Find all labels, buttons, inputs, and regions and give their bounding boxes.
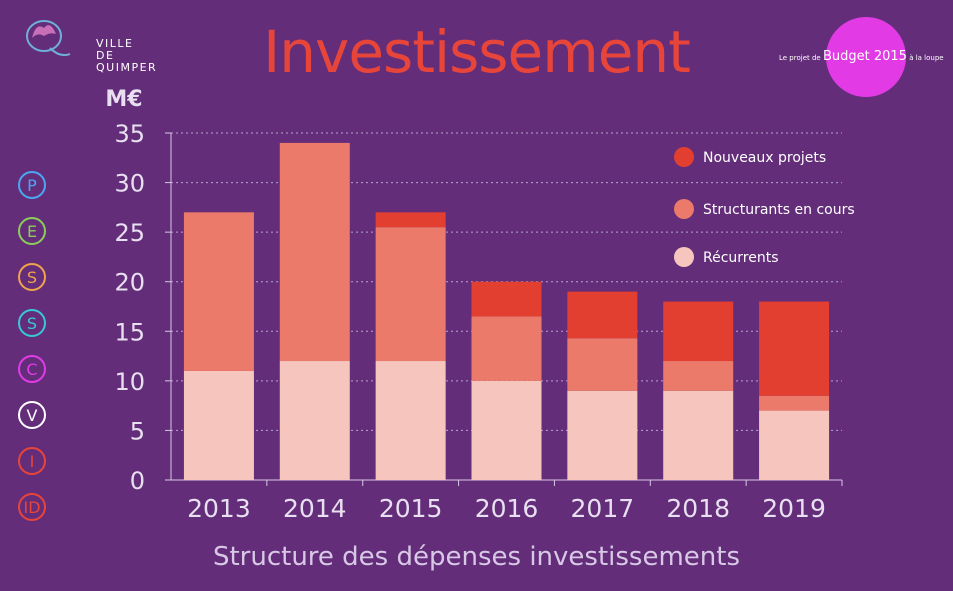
bar-2018-structurants-en-cours [663,361,734,391]
y-tick-label-30: 30 [114,170,145,198]
x-tick-label-2016: 2016 [475,494,539,523]
side-letter-s-3[interactable]: S [18,309,46,337]
legend-swatch-0 [674,147,694,167]
side-letter-i-6[interactable]: I [18,447,46,475]
y-axis-label: M€ [105,87,142,112]
bar-2018-nouveaux-projets [663,301,734,362]
legend-swatch-1 [674,199,694,219]
quimper-emblem-icon [26,20,71,57]
logo-text: VILLE DE QUIMPER [96,38,180,74]
bar-2017-nouveaux-projets [567,291,638,339]
badge-main: Budget 2015 [822,49,907,64]
bar-2015-structurants-en-cours [375,227,446,362]
y-tick-label-35: 35 [114,120,145,148]
x-tick-label-2017: 2017 [571,494,635,523]
bar-2015-nouveaux-projets [375,212,446,228]
legend-swatch-2 [674,247,694,267]
bar-2013-r-currents [183,370,254,480]
x-tick-label-2015: 2015 [379,494,443,523]
page-title: Investissement [263,18,691,86]
x-tick-label-2019: 2019 [762,494,826,523]
side-letter-s-2[interactable]: S [18,263,46,291]
y-tick-label-10: 10 [114,368,145,396]
side-letter-id-7[interactable]: ID [18,493,46,521]
legend-label-1: Structurants en cours [703,202,855,218]
badge-circle [826,17,906,97]
bar-2016-structurants-en-cours [471,316,542,381]
x-tick-label-2013: 2013 [187,494,251,523]
side-letter-v-5[interactable]: V [18,401,46,429]
logo-line2: DE QUIMPER [96,49,158,74]
legend-label-0: Nouveaux projets [703,150,826,166]
bar-2014-r-currents [279,361,350,480]
bar-2016-nouveaux-projets [471,281,542,317]
y-tick-label-20: 20 [114,269,145,297]
y-tick-label-5: 5 [130,417,145,445]
bar-2017-r-currents [567,390,638,480]
bar-2015-r-currents [375,361,446,480]
x-tick-label-2014: 2014 [283,494,347,523]
bar-2014-structurants-en-cours [279,142,350,362]
chart-subtitle: Structure des dépenses investissements [212,542,741,572]
y-tick-label-0: 0 [130,467,145,495]
side-letter-e-1[interactable]: E [18,217,46,245]
logo-line1: VILLE [96,37,134,50]
bar-2018-r-currents [663,390,734,480]
bar-2017-structurants-en-cours [567,338,638,391]
bar-2019-nouveaux-projets [759,301,830,396]
x-tick-label-2018: 2018 [666,494,730,523]
bar-2016-r-currents [471,380,542,480]
legend-label-2: Récurrents [703,250,779,266]
y-tick-label-25: 25 [114,219,145,247]
side-letter-c-4[interactable]: C [18,355,46,383]
bar-2019-r-currents [759,410,830,480]
budget-badge: Le projet de Budget 2015 à la loupe [779,17,944,97]
side-letter-p-0[interactable]: P [18,171,46,199]
side-letter-menu: P E S S C V I ID [18,171,58,539]
badge-suffix: à la loupe [909,54,944,62]
y-tick-label-15: 15 [114,318,145,346]
bar-2019-structurants-en-cours [759,395,830,411]
bar-2013-structurants-en-cours [183,212,254,371]
badge-prefix: Le projet de [779,54,821,62]
ville-de-quimper-logo: VILLE DE QUIMPER [20,14,180,74]
